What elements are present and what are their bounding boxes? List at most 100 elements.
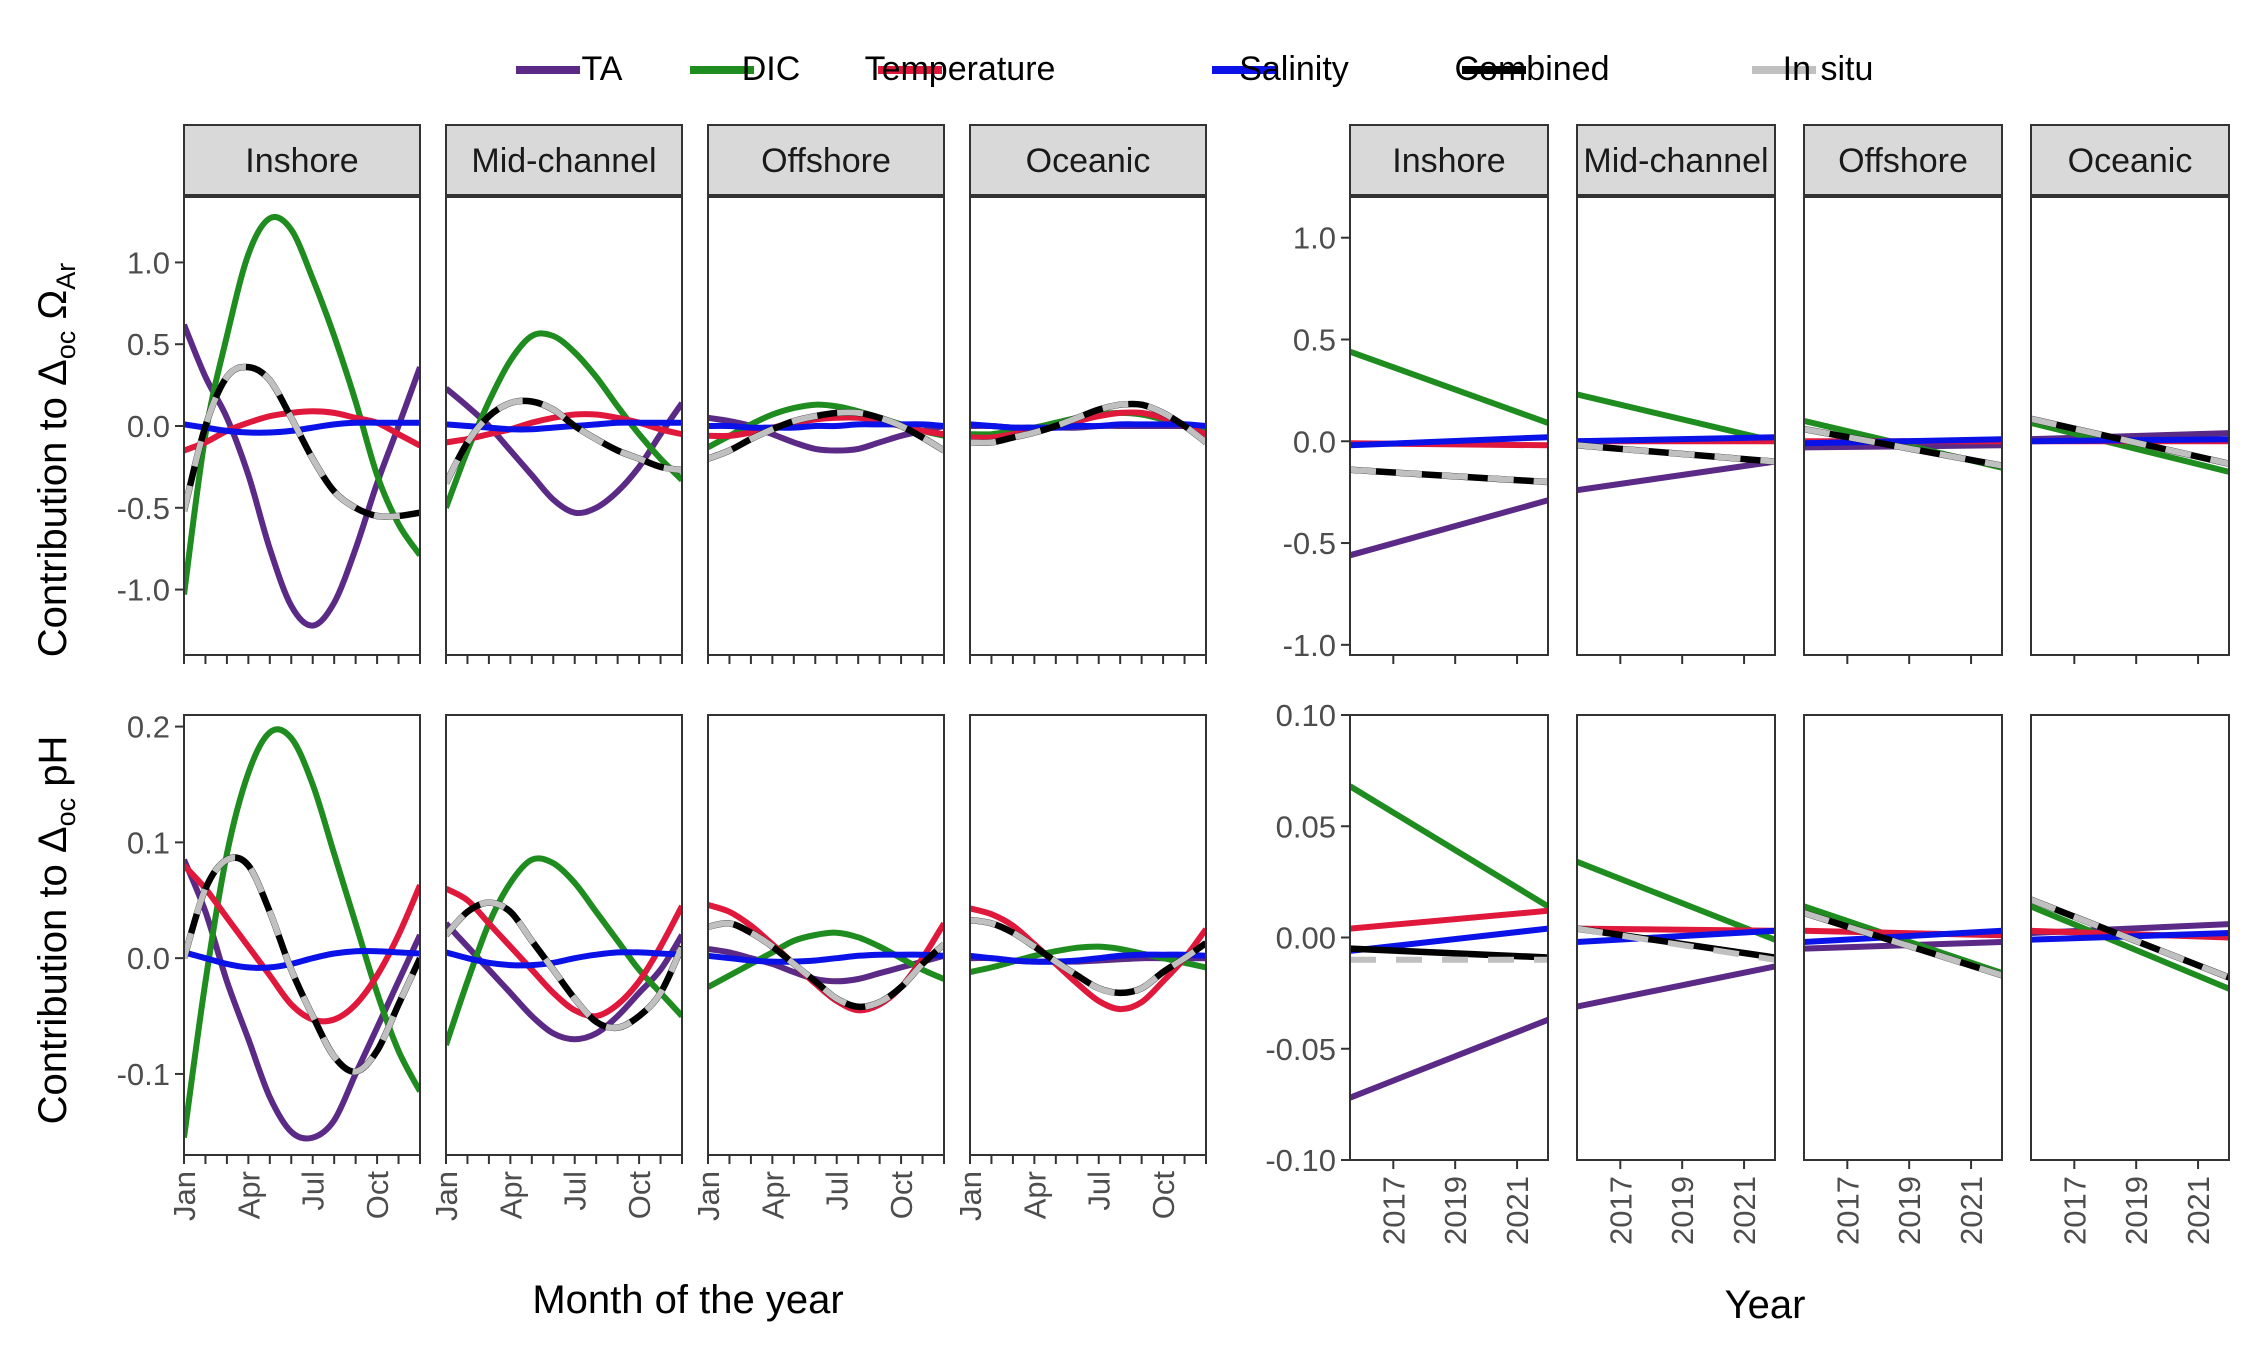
- x-tick-label: Jan: [691, 1171, 726, 1221]
- x-tick-label: 2021: [2181, 1176, 2216, 1245]
- x-tick-label: 2017: [1603, 1176, 1638, 1245]
- y-tick-label: 0.05: [1276, 809, 1336, 844]
- panel-yearly-ph-offshore: 2017 2019 2021: [1803, 714, 2003, 1245]
- series-line-in-situ: [184, 854, 420, 1075]
- legend-label-salinity: Salinity: [1239, 50, 1349, 88]
- legend: TA DIC Temperature Salinity Combined In situ: [516, 50, 1873, 88]
- legend-label-temperature: Temperature: [865, 50, 1056, 88]
- facet-label-oceanic: Oceanic: [1026, 142, 1151, 180]
- series-line-in-situ: [1577, 442, 1775, 465]
- x-axis-title-monthly: Month of the year: [532, 1278, 843, 1322]
- facet-strip: [969, 124, 1207, 196]
- panel-frame: [445, 196, 683, 656]
- series-group: [446, 855, 682, 1046]
- series-line-salinity: [1350, 434, 1548, 449]
- series-line-dic: [2031, 419, 2229, 475]
- axis-titles: Contribution to Δoc ΩAr Contribution to …: [31, 263, 1805, 1327]
- legend-item-dic: DIC: [690, 50, 800, 88]
- series-line-salinity: [708, 951, 944, 965]
- panel-frame: [2030, 714, 2230, 1161]
- x-tick-label: Jan: [953, 1171, 988, 1221]
- series-line-in-situ: [184, 363, 420, 520]
- x-tick-label: Jul: [1082, 1171, 1117, 1211]
- facet-strip: [707, 124, 945, 196]
- series-group: [1350, 783, 1548, 1101]
- legend-item-salinity: Salinity: [1212, 50, 1349, 88]
- facet-strip: [1576, 124, 1776, 196]
- series-line-salinity: [1577, 434, 1775, 445]
- series-group: [708, 902, 944, 1014]
- panel-yearly-omega-offshore: Offshore: [1803, 124, 2003, 664]
- series-line-combined: [970, 916, 1206, 997]
- series-line-temperature: [184, 863, 420, 1025]
- series-line-salinity: [1577, 927, 1775, 945]
- y-tick-label: 0.0: [127, 409, 170, 444]
- x-tick-label: Apr: [231, 1171, 266, 1219]
- x-tick-label: 2017: [1830, 1176, 1865, 1245]
- panel-frame: [1576, 714, 1776, 1161]
- series-line-dic: [708, 929, 944, 990]
- panel-frame: [1803, 196, 2003, 656]
- panel-monthly-ph-oceanic: Jan Apr Jul Oct: [953, 714, 1207, 1221]
- legend-item-temperature: Temperature: [865, 50, 1056, 88]
- y-tick-label: -0.5: [117, 491, 170, 526]
- x-tick-label: Oct: [622, 1171, 657, 1220]
- y-tick-label: 0.5: [1293, 322, 1336, 357]
- legend-item-ta: TA: [516, 50, 623, 88]
- panel-yearly-ph-inshore: -0.10 -0.05 0.00 0.05 0.10 2017 2019 2021: [1265, 698, 1549, 1245]
- series-line-dic: [2031, 903, 2229, 992]
- series-group: [1577, 391, 1775, 494]
- series-line-in-situ: [446, 397, 682, 485]
- panel-monthly-ph-mid-channel: Jan Apr Jul Oct: [429, 714, 683, 1221]
- series-line-salinity: [446, 419, 682, 433]
- panel-frame: [445, 714, 683, 1156]
- series-line-ta: [184, 858, 420, 1142]
- facet-strip: [445, 124, 683, 196]
- series-line-salinity: [970, 421, 1206, 431]
- x-tick-label: Apr: [755, 1171, 790, 1219]
- series-group: [708, 401, 944, 462]
- series-line-in-situ: [2031, 896, 2229, 981]
- facet-label-offshore: Offshore: [761, 142, 891, 180]
- facet-label-mid-channel: Mid-channel: [1583, 142, 1768, 180]
- x-tick-label: 2019: [1665, 1176, 1700, 1245]
- y-tick-label: -1.0: [117, 573, 170, 608]
- x-tick-label: Apr: [493, 1171, 528, 1219]
- series-line-temperature: [446, 886, 682, 1020]
- series-line-combined: [1350, 945, 1548, 961]
- series-line-salinity: [1804, 927, 2002, 945]
- panel-monthly-ph-inshore: -0.1 0.0 0.1 0.2 Jan Apr Jul Oct: [117, 710, 421, 1221]
- series-line-salinity: [446, 949, 682, 969]
- y-tick-label: -0.10: [1265, 1143, 1336, 1178]
- series-line-temperature: [970, 905, 1206, 1013]
- y-axis-title-omega: Contribution to Δoc ΩAr: [31, 263, 81, 658]
- x-tick-label: Jul: [820, 1171, 855, 1211]
- legend-label-ta: TA: [582, 50, 623, 88]
- panel-frame: [707, 714, 945, 1156]
- panel-monthly-omega-offshore: Offshore: [707, 124, 945, 664]
- series-line-in-situ: [708, 409, 944, 462]
- series-line-dic: [446, 330, 682, 509]
- x-tick-label: Jan: [167, 1171, 202, 1221]
- chart-yearly-omega: Inshore -1.0 -0.5 0.0 0.5 1.0 Mid-channel Offsh…: [1283, 124, 2230, 664]
- panel-monthly-omega-inshore: Inshore -1.0 -0.5 0.0 0.5 1.0: [117, 124, 421, 664]
- panel-frame: [707, 196, 945, 656]
- series-line-ta: [1577, 458, 1775, 494]
- series-line-dic: [184, 213, 420, 595]
- series-group: [2031, 415, 2229, 475]
- series-line-dic: [1577, 859, 1775, 943]
- panel-frame: [1803, 714, 2003, 1161]
- x-tick-label: Oct: [360, 1171, 395, 1220]
- series-line-in-situ: [1577, 925, 1775, 963]
- series-group: [1804, 417, 2002, 471]
- y-tick-label: 0.0: [127, 941, 170, 976]
- series-line-in-situ: [708, 920, 944, 1010]
- series-line-in-situ: [446, 899, 682, 1031]
- legend-label-in-situ: In situ: [1783, 50, 1874, 88]
- panel-frame: [1349, 196, 1549, 656]
- y-tick-label: 1.0: [127, 245, 170, 280]
- facet-label-mid-channel: Mid-channel: [471, 142, 656, 180]
- series-line-ta: [446, 921, 682, 1043]
- series-group: [1804, 903, 2002, 979]
